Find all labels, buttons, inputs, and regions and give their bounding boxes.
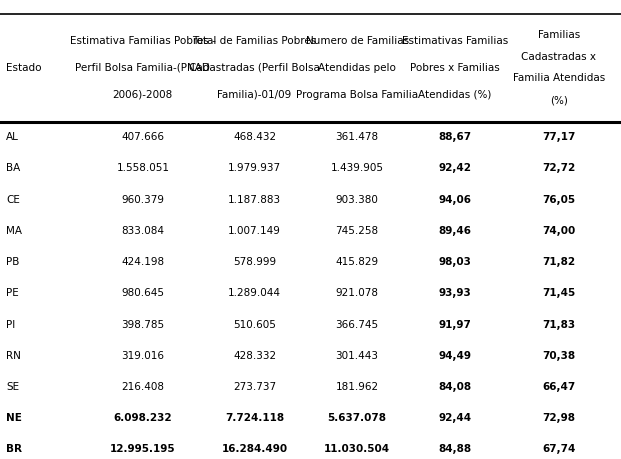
Text: 415.829: 415.829	[335, 257, 379, 267]
Text: AL: AL	[6, 132, 19, 142]
Text: NE: NE	[6, 413, 22, 423]
Text: BR: BR	[6, 444, 22, 454]
Text: 77,17: 77,17	[542, 132, 576, 142]
Text: 98,03: 98,03	[438, 257, 471, 267]
Text: 93,93: 93,93	[438, 288, 471, 298]
Text: 94,06: 94,06	[438, 195, 471, 205]
Text: 1.007.149: 1.007.149	[228, 226, 281, 236]
Text: Perfil Bolsa Familia-(PNAD: Perfil Bolsa Familia-(PNAD	[75, 63, 211, 73]
Text: 1.558.051: 1.558.051	[116, 163, 170, 174]
Text: Familia Atendidas: Familia Atendidas	[513, 73, 605, 84]
Text: 71,45: 71,45	[542, 288, 576, 298]
Text: (%): (%)	[550, 95, 568, 105]
Text: 2006)-2008: 2006)-2008	[112, 90, 173, 100]
Text: 1.289.044: 1.289.044	[228, 288, 281, 298]
Text: Cadastradas (Perfil Bolsa: Cadastradas (Perfil Bolsa	[189, 63, 320, 73]
Text: 980.645: 980.645	[121, 288, 165, 298]
Text: 11.030.504: 11.030.504	[324, 444, 390, 454]
Text: Programa Bolsa Familia: Programa Bolsa Familia	[296, 90, 418, 100]
Text: Estimativas Familias: Estimativas Familias	[402, 36, 508, 46]
Text: 1.187.883: 1.187.883	[228, 195, 281, 205]
Text: 407.666: 407.666	[121, 132, 165, 142]
Text: Atendidas (%): Atendidas (%)	[418, 90, 492, 100]
Text: 428.332: 428.332	[233, 351, 276, 361]
Text: 70,38: 70,38	[542, 351, 576, 361]
Text: 74,00: 74,00	[542, 226, 576, 236]
Text: Atendidas pelo: Atendidas pelo	[318, 63, 396, 73]
Text: 273.737: 273.737	[233, 382, 276, 392]
Text: 1.439.905: 1.439.905	[330, 163, 384, 174]
Text: 66,47: 66,47	[542, 382, 576, 392]
Text: 16.284.490: 16.284.490	[222, 444, 288, 454]
Text: 1.979.937: 1.979.937	[228, 163, 281, 174]
Text: 578.999: 578.999	[233, 257, 276, 267]
Text: 89,46: 89,46	[438, 226, 471, 236]
Text: Estado: Estado	[6, 63, 42, 73]
Text: 71,82: 71,82	[542, 257, 576, 267]
Text: 960.379: 960.379	[121, 195, 165, 205]
Text: 745.258: 745.258	[335, 226, 379, 236]
Text: RN: RN	[6, 351, 21, 361]
Text: Cadastradas x: Cadastradas x	[522, 52, 596, 62]
Text: 7.724.118: 7.724.118	[225, 413, 284, 423]
Text: PI: PI	[6, 319, 16, 330]
Text: 92,42: 92,42	[438, 163, 471, 174]
Text: Pobres x Familias: Pobres x Familias	[410, 63, 500, 73]
Text: 468.432: 468.432	[233, 132, 276, 142]
Text: 5.637.078: 5.637.078	[327, 413, 387, 423]
Text: 88,67: 88,67	[438, 132, 471, 142]
Text: 72,72: 72,72	[542, 163, 576, 174]
Text: 91,97: 91,97	[438, 319, 471, 330]
Text: 366.745: 366.745	[335, 319, 379, 330]
Text: 181.962: 181.962	[335, 382, 379, 392]
Text: Numero de Familias: Numero de Familias	[306, 36, 409, 46]
Text: 903.380: 903.380	[335, 195, 379, 205]
Text: 398.785: 398.785	[121, 319, 165, 330]
Text: 72,98: 72,98	[542, 413, 576, 423]
Text: CE: CE	[6, 195, 20, 205]
Text: 319.016: 319.016	[121, 351, 165, 361]
Text: 84,08: 84,08	[438, 382, 471, 392]
Text: Familia)-01/09: Familia)-01/09	[217, 90, 292, 100]
Text: 76,05: 76,05	[542, 195, 576, 205]
Text: 94,49: 94,49	[438, 351, 471, 361]
Text: SE: SE	[6, 382, 19, 392]
Text: 833.084: 833.084	[121, 226, 165, 236]
Text: 67,74: 67,74	[542, 444, 576, 454]
Text: 301.443: 301.443	[335, 351, 379, 361]
Text: 84,88: 84,88	[438, 444, 471, 454]
Text: BA: BA	[6, 163, 20, 174]
Text: PB: PB	[6, 257, 20, 267]
Text: 6.098.232: 6.098.232	[114, 413, 172, 423]
Text: Estimativa Familias Pobres -: Estimativa Familias Pobres -	[70, 36, 215, 46]
Text: 361.478: 361.478	[335, 132, 379, 142]
Text: 71,83: 71,83	[542, 319, 576, 330]
Text: 12.995.195: 12.995.195	[110, 444, 176, 454]
Text: 921.078: 921.078	[335, 288, 379, 298]
Text: MA: MA	[6, 226, 22, 236]
Text: PE: PE	[6, 288, 19, 298]
Text: 510.605: 510.605	[233, 319, 276, 330]
Text: Total de Familias Pobres: Total de Familias Pobres	[193, 36, 317, 46]
Text: 92,44: 92,44	[438, 413, 471, 423]
Text: 216.408: 216.408	[121, 382, 165, 392]
Text: Familias: Familias	[538, 30, 580, 40]
Text: 424.198: 424.198	[121, 257, 165, 267]
